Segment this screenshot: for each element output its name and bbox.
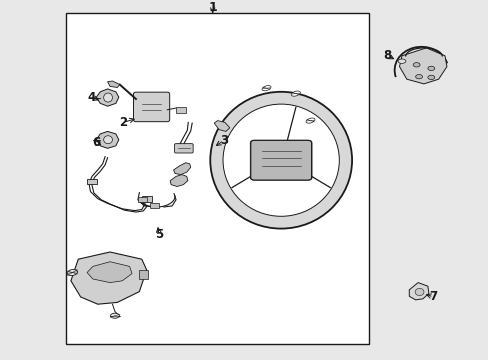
- Text: 5: 5: [155, 228, 163, 240]
- Polygon shape: [399, 48, 446, 84]
- Ellipse shape: [414, 288, 423, 296]
- Ellipse shape: [103, 136, 112, 144]
- Ellipse shape: [305, 118, 314, 123]
- Text: 4: 4: [88, 91, 96, 104]
- Bar: [87, 179, 97, 184]
- Ellipse shape: [262, 86, 270, 91]
- FancyBboxPatch shape: [133, 92, 169, 122]
- Ellipse shape: [397, 59, 405, 63]
- Text: 3: 3: [220, 134, 227, 147]
- Polygon shape: [173, 163, 190, 175]
- Ellipse shape: [67, 270, 78, 275]
- Polygon shape: [214, 121, 229, 131]
- Polygon shape: [71, 252, 146, 304]
- Ellipse shape: [223, 104, 339, 216]
- Ellipse shape: [210, 92, 351, 229]
- Polygon shape: [87, 262, 132, 283]
- Bar: [138, 197, 146, 202]
- Ellipse shape: [291, 91, 300, 96]
- Bar: [176, 107, 185, 113]
- Bar: [142, 196, 151, 202]
- Text: 2: 2: [119, 116, 127, 129]
- Text: 1: 1: [208, 1, 217, 14]
- Text: 7: 7: [429, 291, 437, 303]
- Ellipse shape: [103, 93, 112, 102]
- Text: 6: 6: [92, 136, 100, 149]
- FancyBboxPatch shape: [250, 140, 311, 180]
- FancyBboxPatch shape: [250, 140, 311, 180]
- Polygon shape: [107, 81, 120, 87]
- Bar: [139, 270, 148, 279]
- Polygon shape: [96, 89, 119, 106]
- FancyBboxPatch shape: [174, 144, 193, 153]
- Text: 8: 8: [383, 49, 391, 62]
- Ellipse shape: [412, 63, 419, 67]
- Polygon shape: [96, 131, 119, 148]
- Ellipse shape: [427, 75, 434, 80]
- Bar: [150, 203, 159, 208]
- Bar: [66, 13, 368, 344]
- Polygon shape: [170, 175, 187, 186]
- Ellipse shape: [427, 66, 434, 71]
- Polygon shape: [408, 283, 428, 300]
- Ellipse shape: [110, 313, 119, 318]
- Ellipse shape: [415, 75, 422, 79]
